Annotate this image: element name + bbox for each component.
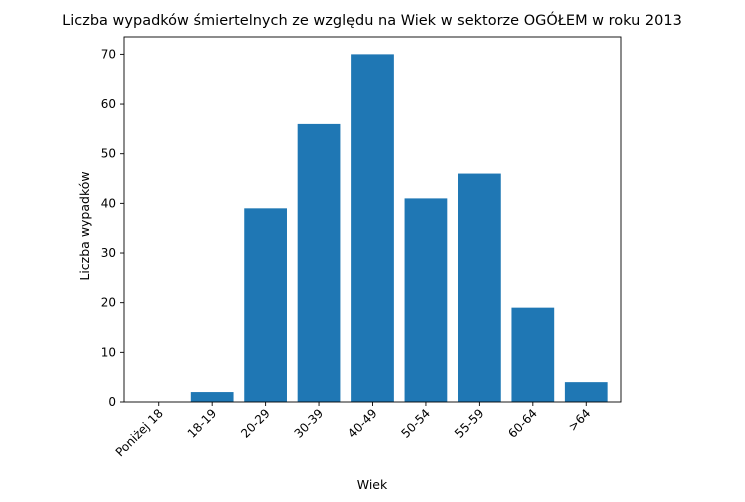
y-axis-label: Liczba wypadków: [77, 171, 92, 280]
bar-3: [297, 123, 341, 403]
x-tick-label-4: 40-49: [345, 406, 380, 441]
x-axis-label: Wiek: [357, 477, 388, 492]
y-tick-label-1: 10: [101, 345, 116, 359]
y-tick-label-5: 50: [101, 147, 116, 161]
y-tick-label-2: 20: [101, 296, 116, 310]
x-tick-label-7: 60-64: [505, 406, 540, 441]
y-tick-label-0: 0: [108, 395, 116, 409]
bar-1: [190, 392, 234, 402]
bar-6: [458, 173, 501, 402]
chart-title: Liczba wypadków śmiertelnych ze względu …: [62, 11, 682, 29]
bar-2: [244, 208, 287, 402]
plot-area: 0 10 20 30 40 50 60 70 Poniżej 18 18-19 20-29 30-39…: [101, 36, 622, 459]
bar-7: [511, 307, 555, 402]
bar-5: [404, 198, 448, 402]
bar-4: [351, 54, 394, 402]
x-tick-label-5: 50-54: [399, 406, 434, 441]
x-tick-label-3: 30-39: [292, 406, 327, 441]
y-tick-label-3: 30: [101, 246, 116, 260]
y-tick-label-4: 40: [101, 196, 116, 210]
x-tick-label-0: Poniżej 18: [113, 406, 166, 459]
y-tick-label-7: 70: [101, 47, 116, 61]
x-tick-label-2: 20-29: [238, 406, 273, 441]
bar-8: [564, 382, 608, 402]
x-tick-label-8: >64: [566, 406, 594, 434]
y-tick-label-6: 60: [101, 97, 116, 111]
x-tick-label-6: 55-59: [452, 406, 487, 441]
x-tick-label-1: 18-19: [185, 406, 220, 441]
